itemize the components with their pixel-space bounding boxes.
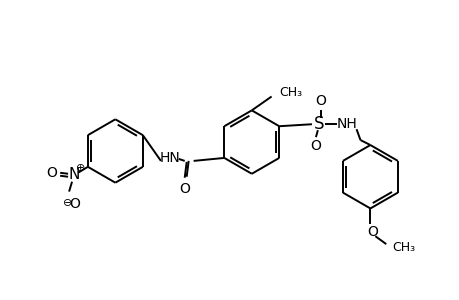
- Text: O: O: [179, 182, 190, 196]
- Text: O: O: [46, 166, 56, 180]
- Text: S: S: [313, 115, 324, 133]
- Text: HN: HN: [159, 151, 180, 165]
- Text: O: O: [315, 94, 325, 109]
- Text: O: O: [366, 225, 377, 239]
- Text: ⊖: ⊖: [63, 197, 73, 208]
- Text: ⊕: ⊕: [76, 163, 85, 173]
- Text: NH: NH: [336, 117, 356, 131]
- Text: N: N: [68, 167, 79, 182]
- Text: CH₃: CH₃: [279, 86, 302, 99]
- Text: O: O: [310, 139, 321, 153]
- Text: CH₃: CH₃: [392, 241, 414, 254]
- Text: O: O: [69, 197, 80, 212]
